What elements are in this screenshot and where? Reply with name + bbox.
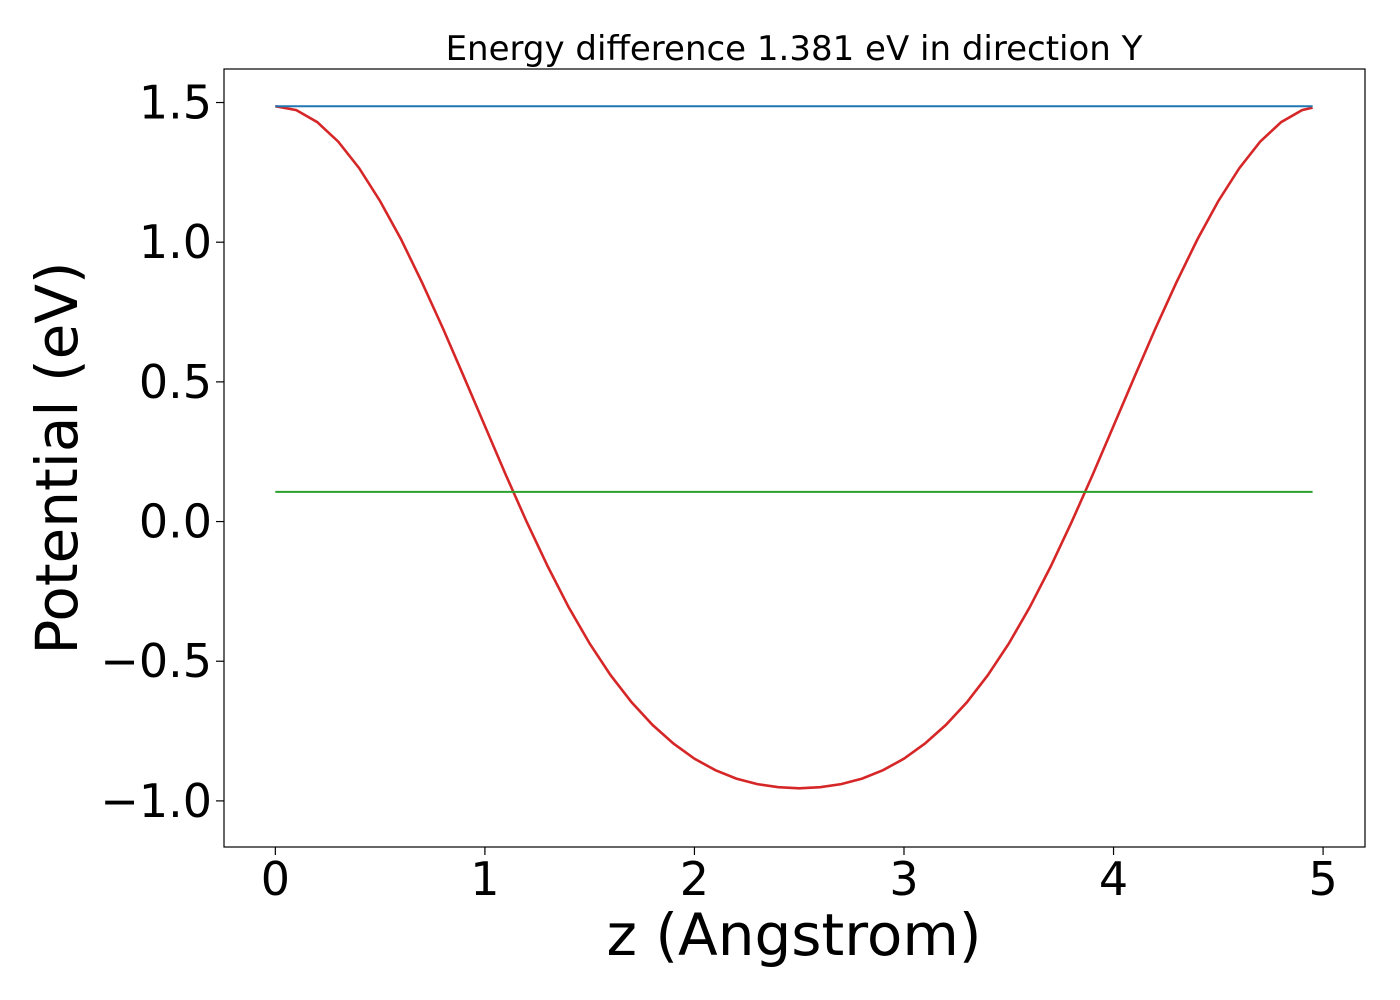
x-tick-label: 4 xyxy=(1099,852,1128,906)
series-line-1 xyxy=(275,104,1313,790)
x-tick-label: 5 xyxy=(1308,852,1337,906)
y-tick-label: 1.0 xyxy=(139,215,212,269)
y-tick-label: −1.0 xyxy=(100,774,212,828)
y-tick-label: 0.5 xyxy=(139,355,212,409)
x-axis-label: z (Angstrom) xyxy=(607,901,982,969)
y-tick-label: 0.0 xyxy=(139,495,212,549)
x-axis-ticks: 0 1 2 3 4 5 xyxy=(261,847,1338,906)
x-tick-label: 0 xyxy=(261,852,290,906)
x-tick-label: 2 xyxy=(680,852,709,906)
plot-frame xyxy=(223,68,1366,848)
y-axis-ticks: −1.0 −0.5 0.0 0.5 1.0 1.5 xyxy=(100,76,224,828)
x-tick-label: 1 xyxy=(470,852,499,906)
chart-title: Energy difference 1.381 eV in direction … xyxy=(446,29,1143,69)
y-axis-label: Potential (eV) xyxy=(23,261,91,654)
x-tick-label: 3 xyxy=(889,852,918,906)
series-layer xyxy=(275,104,1313,790)
y-tick-label: 1.5 xyxy=(139,76,212,130)
y-tick-label: −0.5 xyxy=(100,634,212,688)
